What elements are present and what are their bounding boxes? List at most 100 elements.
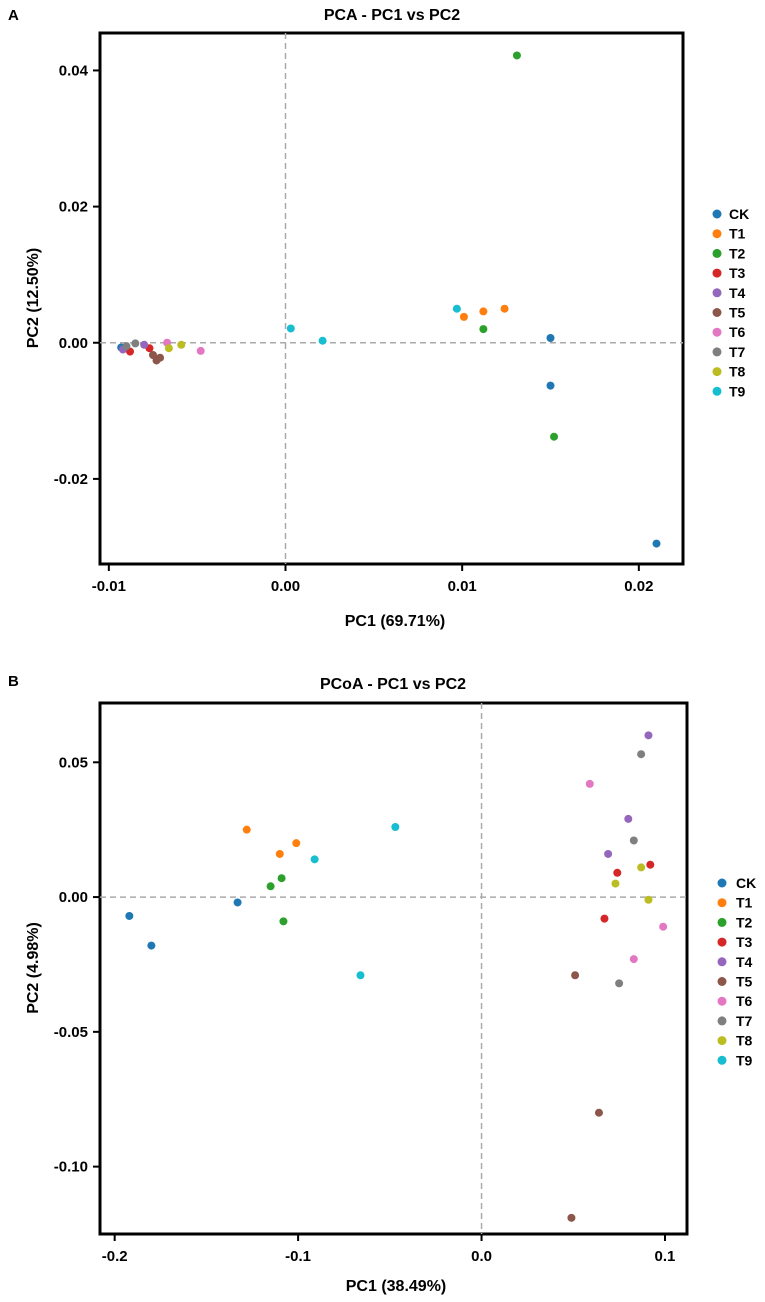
panel-a-plot-frame (98, 31, 685, 566)
panel-a-y-tick-label-0: -0.02 (54, 471, 88, 488)
panel-b-legend-label-t5: T5 (736, 974, 753, 990)
panel-a-legend-marker-t2 (712, 248, 722, 258)
panel-a-legend-label-t7: T7 (729, 344, 746, 360)
panel-b-point-ck-2 (233, 898, 242, 907)
panel-a-x-axis: -0.01 0.00 0.01 0.02 (92, 564, 653, 595)
panel-b-point-t3-2 (646, 860, 655, 869)
panel-b-point-t8-1 (637, 863, 646, 872)
panel-a-x-label: PC1 (69.71%) (345, 613, 446, 630)
panel-a-point-t8-0 (164, 344, 173, 353)
panel-b-x-tick-label-2: 0.0 (471, 1248, 492, 1265)
panel-b-point-t6-0 (585, 779, 594, 788)
panel-a-legend-marker-t1 (712, 229, 722, 239)
panel-b-point-t6-2 (659, 922, 668, 931)
panel-a-point-t2-1 (512, 51, 521, 60)
panel-b-point-t1-0 (242, 825, 251, 834)
panel-b-legend-marker-t6 (717, 996, 727, 1006)
panel-a-legend-label-t6: T6 (729, 324, 746, 340)
panel-b-point-t9-0 (310, 855, 319, 864)
panel-a-x-tick-label-0: -0.01 (92, 578, 126, 595)
panel-b-legend-label-t3: T3 (736, 934, 753, 950)
panel-a-point-t1-1 (479, 307, 488, 316)
panel-a-point-ck-1 (546, 333, 555, 342)
panel-a-legend: CK T1 T2 T3 T4 T5 T6 T7 T8 T9 (712, 206, 749, 399)
panel-b-legend-marker-ck (717, 878, 727, 888)
panel-a-title: PCA - PC1 vs PC2 (324, 7, 460, 24)
panel-a-x-tick-label-1: 0.00 (271, 578, 300, 595)
panel-b-point-t3-1 (613, 868, 622, 877)
panel-b-y-tick-label-3: 0.05 (59, 754, 88, 771)
panel-a-point-t9-2 (452, 304, 461, 313)
panel-a-points (117, 51, 661, 548)
panel-a-x-tick-label-3: 0.02 (624, 578, 653, 595)
panel-a-legend-marker-ck (712, 209, 722, 219)
panel-a-letter: A (8, 7, 19, 24)
panel-b-title: PCoA - PC1 vs PC2 (320, 676, 466, 693)
panel-a-point-t7-1 (122, 342, 131, 351)
panel-b-legend-label-t2: T2 (736, 914, 753, 930)
panel-a-point-t4-1 (140, 340, 149, 349)
panel-b-legend-label-t8: T8 (736, 1033, 753, 1049)
panel-b-legend-label-t6: T6 (736, 993, 753, 1009)
panel-b-point-t7-2 (637, 750, 646, 759)
panel-b-y-tick-label-0: -0.10 (54, 1159, 88, 1176)
panel-a-point-t2-0 (479, 325, 488, 334)
panel-a-x-tick-label-2: 0.01 (448, 578, 477, 595)
panel-a-legend-marker-t9 (712, 386, 722, 396)
panel-b-point-t6-1 (629, 955, 638, 964)
panel-a-y-label: PC2 (12.50%) (25, 248, 42, 349)
panel-b-point-t2-0 (266, 882, 275, 891)
panel-b-point-t7-1 (629, 836, 638, 845)
panel-b-point-t3-0 (600, 914, 609, 923)
panel-a-point-ck-2 (546, 381, 555, 390)
panel-b-legend-marker-t4 (717, 957, 727, 967)
panel-a-legend-label-t1: T1 (729, 226, 746, 242)
panel-b-point-t9-1 (356, 971, 365, 980)
panel-b-y-tick-label-1: -0.05 (54, 1024, 88, 1041)
panel-b-point-t5-0 (567, 1213, 576, 1222)
panel-b-point-t1-2 (292, 839, 301, 848)
panel-b-legend: CK T1 T2 T3 T4 T5 T6 T7 T8 T9 (717, 875, 756, 1068)
panel-a-legend-label-ck: CK (729, 206, 749, 222)
panel-a-legend-marker-t7 (712, 347, 722, 357)
panel-b-x-label: PC1 (38.49%) (346, 1278, 447, 1295)
panel-a-point-t1-2 (500, 304, 509, 313)
panel-a-legend-label-t9: T9 (729, 383, 746, 399)
panel-b-legend-marker-t5 (717, 977, 727, 986)
panel-b-point-t5-1 (571, 971, 580, 980)
panel-b-point-t7-0 (615, 979, 624, 988)
panel-a-point-t9-0 (286, 324, 295, 333)
panel-a-point-t5-2 (156, 353, 165, 362)
panel-a-legend-marker-t4 (712, 288, 722, 298)
panel-b-x-tick-label-0: -0.2 (102, 1248, 128, 1265)
panel-b-legend-label-t9: T9 (736, 1052, 753, 1068)
panel-b-x-tick-label-1: -0.1 (285, 1248, 311, 1265)
panel-b-legend-marker-t1 (717, 898, 727, 908)
panel-b-point-ck-0 (125, 911, 134, 920)
panel-b-legend-marker-t9 (717, 1055, 727, 1065)
panel-a-y-tick-label-3: 0.04 (59, 62, 89, 79)
panel-a-point-ck-3 (652, 539, 661, 548)
panel-b-legend-marker-t2 (717, 917, 727, 927)
panel-b-legend-marker-t8 (717, 1036, 727, 1046)
panel-b-point-t5-2 (594, 1108, 603, 1117)
panel-a-y-axis: -0.02 0.00 0.02 0.04 (54, 62, 100, 488)
panel-b-legend-label-t1: T1 (736, 895, 753, 911)
panel-b-point-t9-2 (391, 822, 400, 831)
panel-b-point-t4-2 (644, 731, 653, 740)
panel-a-legend-marker-t8 (712, 367, 722, 377)
panel-b-legend-label-ck: CK (736, 875, 756, 891)
panel-b-legend-label-t4: T4 (736, 954, 753, 970)
panel-b-legend-label-t7: T7 (736, 1013, 753, 1029)
panel-a-legend-marker-t6 (712, 327, 722, 337)
panel-b-point-t1-1 (275, 849, 284, 858)
panel-a-point-t6-1 (196, 346, 205, 355)
panel-a-point-t2-2 (550, 432, 559, 441)
panel-a-legend-marker-t5 (712, 308, 722, 317)
panel-b-points (125, 731, 668, 1222)
panel-b-point-t8-2 (644, 895, 653, 904)
panel-b-letter: B (8, 673, 19, 690)
panel-b-plot-frame (98, 701, 689, 1236)
panel-b-y-tick-label-2: 0.00 (59, 889, 88, 906)
